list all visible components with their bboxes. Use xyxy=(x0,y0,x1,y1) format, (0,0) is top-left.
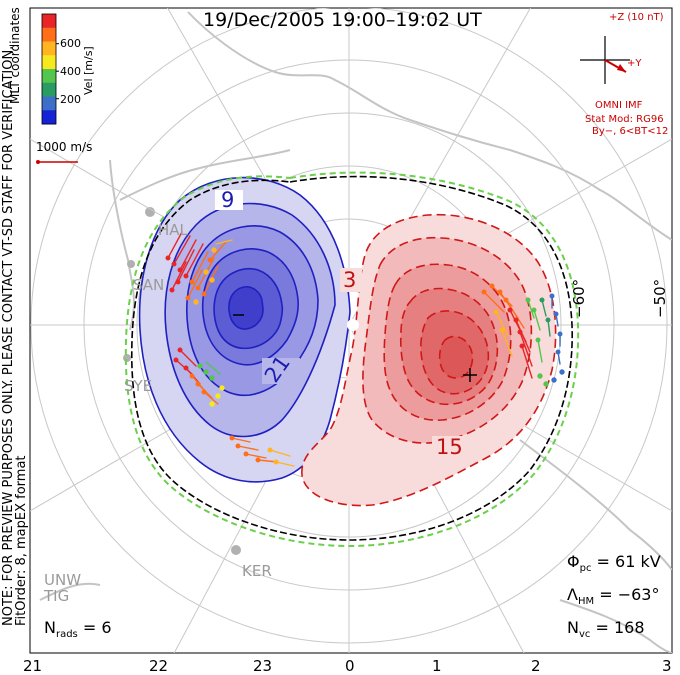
cross-polar-potential: Φpc = 61 kV xyxy=(567,552,661,574)
mlt-label-1: 1 xyxy=(432,657,442,675)
lambda-value: = −63° xyxy=(599,585,660,604)
imf-z-label: +Z (10 nT) xyxy=(609,12,664,23)
station-sye: SYE xyxy=(124,377,153,395)
colorbar-segment xyxy=(42,14,56,29)
colorbar-segment xyxy=(42,27,56,42)
colorbar-segment xyxy=(42,69,56,84)
colorbar-tick-600: 600 xyxy=(60,37,81,50)
colorbar-tick-400: 400 xyxy=(60,65,81,78)
nrads-symbol: N xyxy=(44,618,56,637)
radar-count: Nrads = 6 xyxy=(44,618,112,640)
mlt-label-2: 2 xyxy=(531,657,541,675)
vector-count: Nvc = 168 xyxy=(567,618,645,640)
colorbar-segment xyxy=(42,110,56,125)
contour-labels xyxy=(215,190,472,462)
station-ker: KER xyxy=(242,562,272,580)
nrads-value: = 6 xyxy=(82,618,112,637)
station-tig: TIG xyxy=(44,587,70,605)
station-hal: HAL xyxy=(158,221,188,239)
imf-source: OMNI IMF xyxy=(595,100,643,111)
latitude-label-60: −60° xyxy=(570,278,588,318)
station-unw: UNW xyxy=(44,571,82,589)
lambda-subscript: HM xyxy=(577,596,595,607)
latitude-label-50: −50° xyxy=(651,278,669,318)
contour-label-pos-15: 15 xyxy=(436,435,463,459)
nvc-symbol: N xyxy=(567,618,579,637)
fit-order-note: FitOrder: 8, mapEX format xyxy=(14,455,29,626)
mlt-label-21: 21 xyxy=(23,657,43,675)
continent-outlines xyxy=(39,11,672,653)
nvc-value: = 168 xyxy=(595,618,645,637)
contour-label-pos-3: 3 xyxy=(343,268,357,292)
phi-symbol: Φ xyxy=(567,552,580,571)
stat-model-line1: Stat Mod: RG96 xyxy=(585,114,664,125)
stat-model-line2: By−, 6<BT<12 xyxy=(592,126,669,137)
velocity-vectors xyxy=(165,231,565,467)
magnetic-pole-marker xyxy=(347,319,359,331)
colorbar-label: Vel [m/s] xyxy=(82,46,95,95)
nvc-subscript: vc xyxy=(578,629,591,640)
contour-label-neg-9: 9 xyxy=(221,188,235,212)
map-title: 19/Dec/2005 19:00–19:02 UT xyxy=(203,9,482,31)
nrads-subscript: rads xyxy=(55,629,78,640)
heppner-maynard-boundary xyxy=(124,171,580,548)
station-san: SAN xyxy=(133,276,165,294)
phi-subscript: pc xyxy=(579,563,592,574)
colorbar-segment xyxy=(42,82,56,97)
imf-clock xyxy=(580,36,630,84)
mlt-label-23: 23 xyxy=(253,657,273,675)
colorbar-border xyxy=(41,13,57,125)
mlt-label-3: 3 xyxy=(662,657,672,675)
velocity-colorbar xyxy=(41,13,59,125)
scale-vector xyxy=(36,160,78,164)
colorbar-tick-200: 200 xyxy=(60,93,81,106)
colorbar-segment xyxy=(42,96,56,111)
colorbar-segment xyxy=(42,41,56,56)
mlt-label-0: 0 xyxy=(345,657,355,675)
potential-maximum-marker xyxy=(463,368,477,382)
phi-value: = 61 kV xyxy=(596,552,661,571)
lambda-symbol: Λ xyxy=(567,585,578,604)
scale-label: 1000 m/s xyxy=(36,140,93,154)
colorbar-segment xyxy=(42,55,56,70)
imf-y-label: +Y xyxy=(627,58,642,69)
hm-latitude: ΛHM = −63° xyxy=(567,585,660,607)
mlt-label-22: 22 xyxy=(149,657,169,675)
